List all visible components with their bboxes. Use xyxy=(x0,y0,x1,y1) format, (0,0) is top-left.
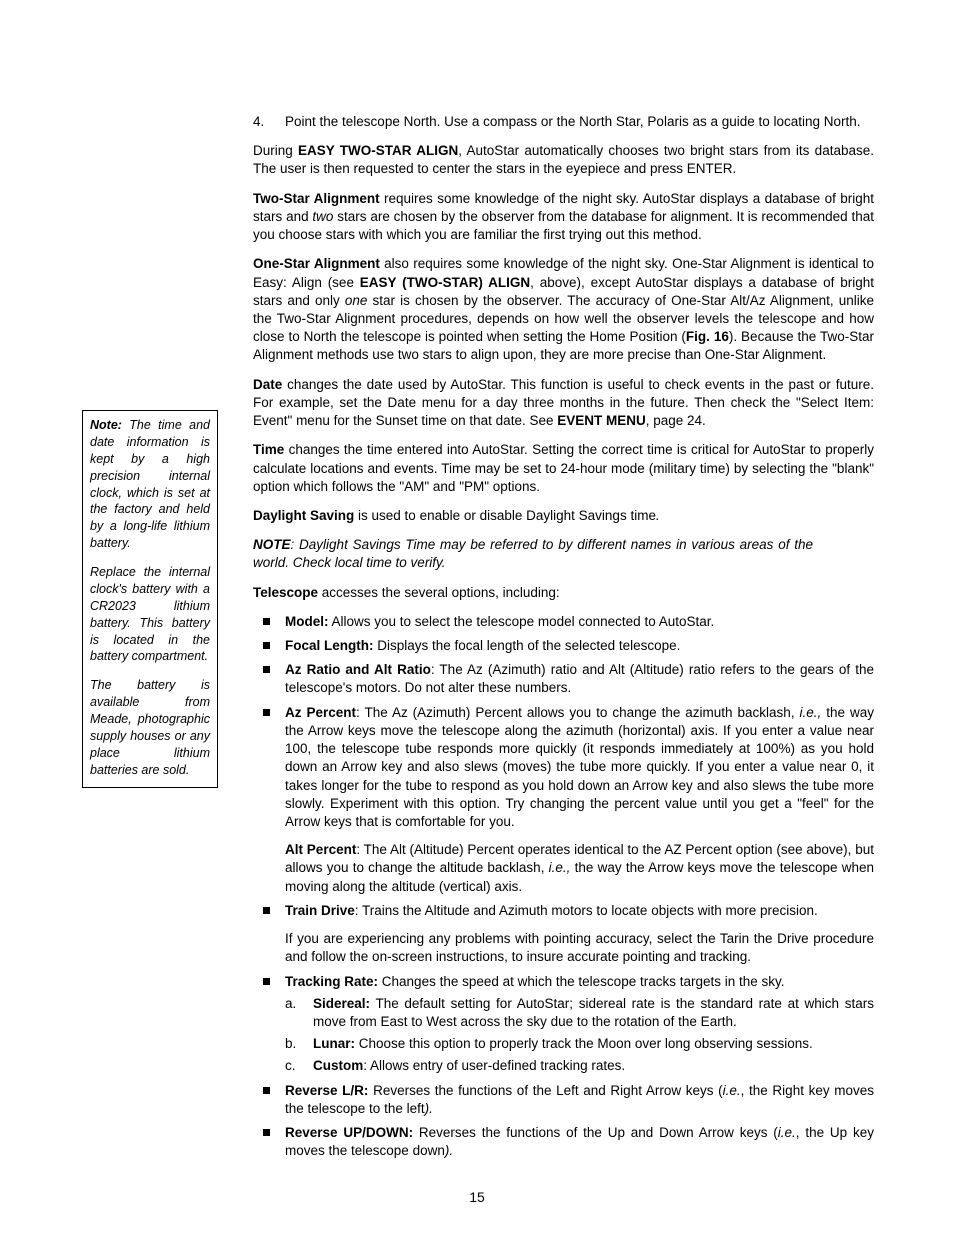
sub-lunar: b.Lunar: Choose this option to properly … xyxy=(285,1035,874,1053)
li-tracking: Tracking Rate: Changes the speed at whic… xyxy=(253,973,874,1076)
li-azpercent: Az Percent: The Az (Azimuth) Percent all… xyxy=(253,704,874,896)
note-daylight: NOTE: Daylight Savings Time may be refer… xyxy=(253,536,813,572)
paragraph-onestar: One-Star Alignment also requires some kn… xyxy=(253,255,874,364)
li-train: Train Drive: Trains the Altitude and Azi… xyxy=(253,902,874,967)
paragraph-during: During EASY TWO-STAR ALIGN, AutoStar aut… xyxy=(253,142,874,178)
li-azratio: Az Ratio and Alt Ratio: The Az (Azimuth)… xyxy=(253,661,874,697)
sidebar-p1: Note: The time and date information is k… xyxy=(90,417,210,552)
paragraph-time: Time changes the time entered into AutoS… xyxy=(253,441,874,496)
steps-list: 4.Point the telescope North. Use a compa… xyxy=(253,113,874,131)
paragraph-daylight: Daylight Saving is used to enable or dis… xyxy=(253,507,874,525)
sidebar-note-label: Note: xyxy=(90,418,122,432)
li-reverse-ud: Reverse UP/DOWN: Reverses the functions … xyxy=(253,1124,874,1160)
paragraph-telescope: Telescope accesses the several options, … xyxy=(253,584,874,602)
paragraph-twostar: Two-Star Alignment requires some knowled… xyxy=(253,190,874,245)
sub-custom: c.Custom: Allows entry of user-defined t… xyxy=(285,1057,874,1075)
sidebar-p2: Replace the internal clock's battery wit… xyxy=(90,564,210,665)
main-content: 4.Point the telescope North. Use a compa… xyxy=(253,113,874,1167)
li-model: Model: Allows you to select the telescop… xyxy=(253,613,874,631)
sub-sidereal: a.Sidereal: The default setting for Auto… xyxy=(285,995,874,1031)
sidebar-p3: The battery is available from Meade, pho… xyxy=(90,677,210,778)
page: Note: The time and date information is k… xyxy=(0,0,954,1235)
li-reverse-lr: Reverse L/R: Reverses the functions of t… xyxy=(253,1082,874,1118)
step-4: 4.Point the telescope North. Use a compa… xyxy=(253,113,874,131)
telescope-options: Model: Allows you to select the telescop… xyxy=(253,613,874,1161)
sidebar-note: Note: The time and date information is k… xyxy=(82,410,218,788)
tracking-sublist: a.Sidereal: The default setting for Auto… xyxy=(285,995,874,1076)
page-number: 15 xyxy=(0,1188,954,1207)
paragraph-date: Date changes the date used by AutoStar. … xyxy=(253,376,874,431)
li-focal: Focal Length: Displays the focal length … xyxy=(253,637,874,655)
